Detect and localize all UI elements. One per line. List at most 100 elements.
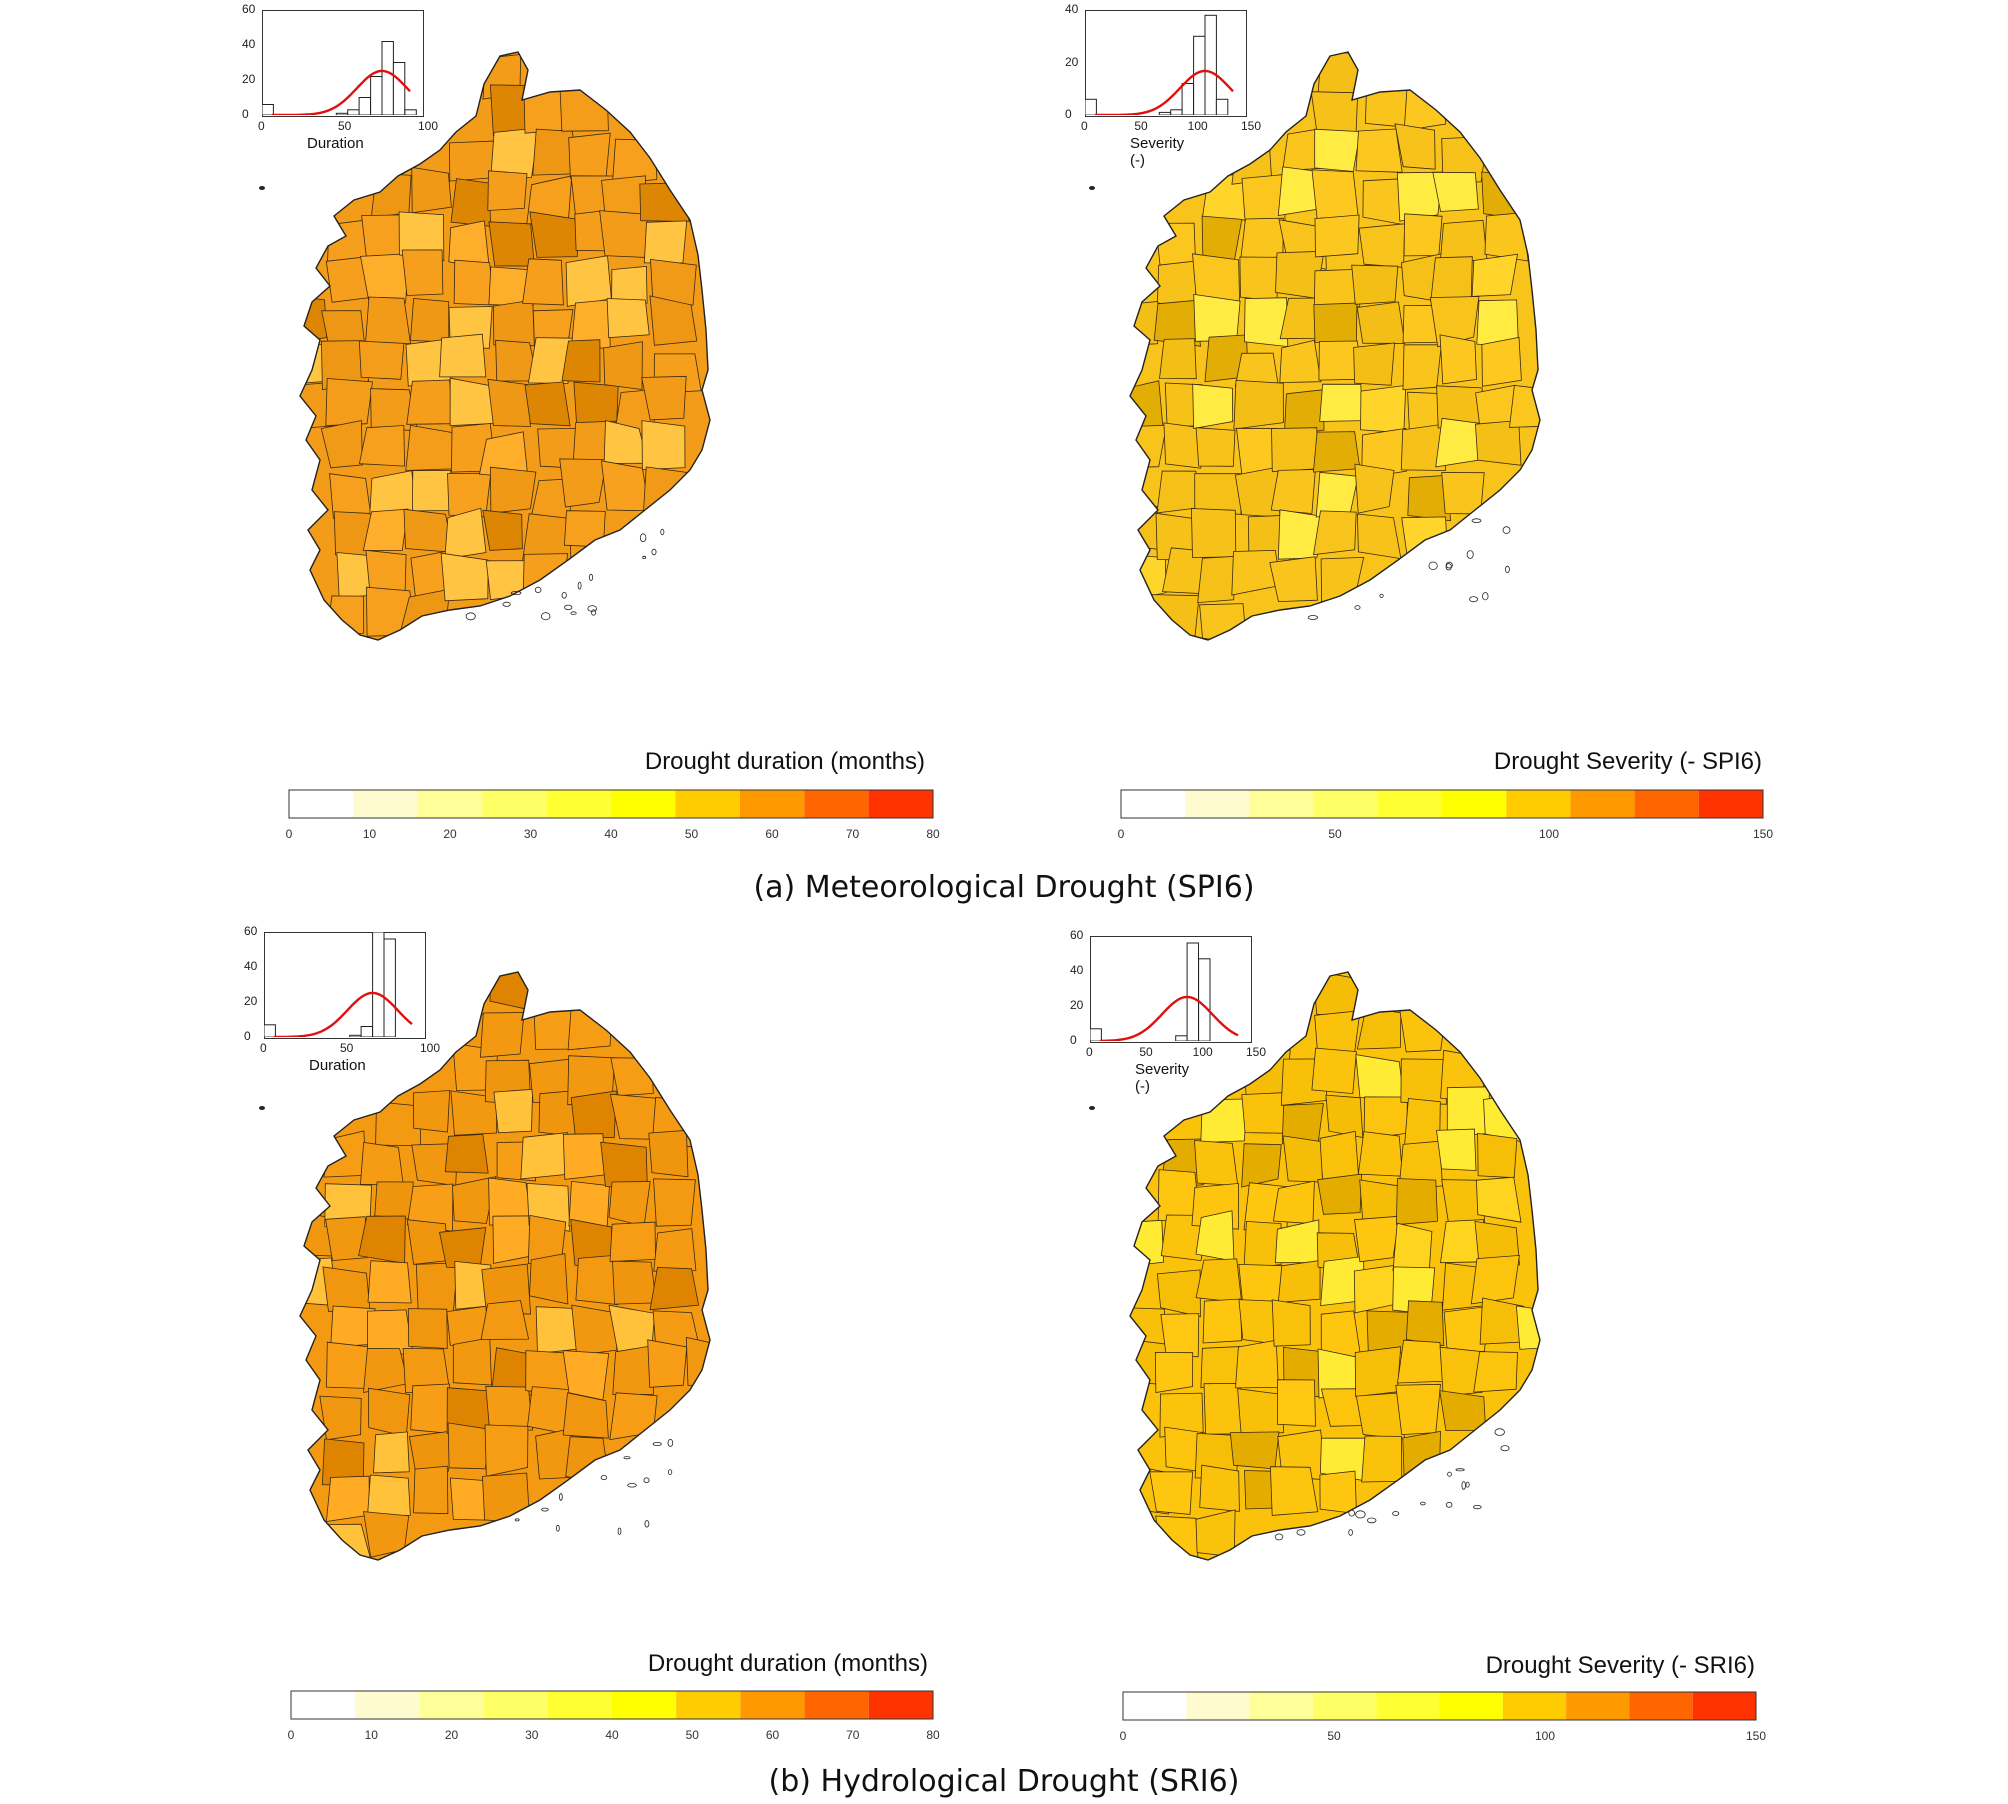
district-region (1404, 1098, 1441, 1148)
colorbar-tick-label: 50 (684, 827, 699, 841)
island (1469, 596, 1479, 603)
island (1471, 518, 1482, 524)
district-region (1353, 1264, 1397, 1314)
colorbar-segment (739, 790, 805, 818)
district-region (575, 1255, 619, 1306)
inset-xtick: 100 (418, 119, 439, 133)
district-region (1473, 1351, 1518, 1393)
inset-xtick: 100 (420, 1041, 441, 1055)
histogram-bar (1170, 109, 1183, 115)
district-region (1443, 1305, 1489, 1354)
district-region (1357, 1131, 1404, 1177)
island (1367, 1517, 1377, 1524)
district-region (488, 221, 535, 267)
district-region (522, 258, 564, 306)
district-region (1270, 469, 1316, 514)
choropleth-map (259, 971, 711, 1561)
legend-title: Drought Severity (- SRI6) (1485, 1652, 1755, 1679)
district-region (1361, 1435, 1403, 1483)
district-region (1392, 1222, 1433, 1272)
district-region (412, 1090, 451, 1133)
district-region (1354, 1346, 1402, 1398)
colorbar-tick-label: 30 (523, 827, 538, 841)
district-region (320, 340, 370, 391)
island (1089, 186, 1095, 190)
district-region (1515, 1305, 1540, 1350)
district-region (1471, 253, 1518, 297)
histogram-bar (1181, 83, 1194, 115)
district-region (1314, 128, 1361, 172)
colorbar-border (290, 1690, 934, 1720)
district-region (1311, 169, 1359, 219)
district-region (649, 295, 698, 346)
district-region (1229, 1431, 1280, 1470)
choropleth-map (1089, 971, 1541, 1561)
district-region (1156, 1269, 1201, 1318)
island (514, 1518, 520, 1522)
island (623, 1456, 631, 1460)
district-region (1325, 1094, 1364, 1138)
colorbar-segment (547, 1691, 612, 1719)
district-region (1241, 1092, 1286, 1134)
district-region (489, 972, 530, 1011)
district-region (603, 341, 643, 390)
district-region (1279, 339, 1322, 384)
normal-fit-curve (272, 69, 411, 115)
district-region (410, 298, 450, 343)
district-region (1405, 1300, 1445, 1347)
district-region (493, 299, 535, 347)
histogram-bar (1215, 98, 1229, 115)
island (1089, 1106, 1095, 1110)
colorbar-segment (1377, 790, 1442, 818)
colorbar-segment (1442, 790, 1507, 818)
histogram-bar (1193, 35, 1206, 115)
inset-xtick: 100 (1187, 119, 1208, 133)
district-region (444, 507, 487, 560)
district-region (562, 1350, 610, 1401)
island (556, 1524, 560, 1532)
colorbar-segment (482, 790, 547, 818)
district-region (1355, 128, 1403, 173)
district-region (609, 1392, 658, 1441)
colorbar-tick-label: 80 (926, 827, 940, 841)
island (1354, 605, 1361, 610)
district-region (1481, 171, 1525, 221)
island (651, 548, 657, 556)
histogram-bar (360, 1026, 373, 1037)
district-region (487, 378, 531, 427)
island (1428, 561, 1438, 570)
island (643, 1477, 650, 1483)
district-region (1402, 344, 1442, 391)
district-region (300, 294, 328, 344)
colorbar-segment (1698, 790, 1763, 818)
colorbar-tick-label: 10 (362, 827, 377, 841)
histogram-bar (358, 97, 371, 115)
district-region (527, 337, 575, 384)
colorbar-tick-label: 20 (443, 827, 457, 841)
caption-meteorological: (a) Meteorological Drought (SPI6) (753, 870, 1255, 905)
district-region (648, 1129, 689, 1178)
island (561, 591, 567, 599)
colorbar-segment (289, 790, 354, 818)
district-region (571, 1304, 618, 1356)
district-region (1277, 1260, 1321, 1303)
island (564, 604, 573, 611)
legend-title: Drought duration (months) (644, 748, 925, 775)
colorbar-segment (1186, 1692, 1250, 1720)
district-region (1159, 1392, 1204, 1438)
district-region (367, 1260, 412, 1304)
district-region (1477, 1132, 1518, 1179)
island (1307, 615, 1319, 620)
district-region (320, 420, 363, 469)
district-region (480, 1300, 530, 1340)
choropleth-map (1089, 51, 1541, 641)
inset-ytick: 40 (244, 959, 258, 973)
district-region (529, 211, 579, 258)
island (559, 1493, 563, 1501)
district-region (639, 182, 690, 222)
inset-xtick: 0 (1081, 119, 1088, 133)
colorbar-segment (611, 790, 676, 818)
island (667, 1438, 674, 1447)
district-region (1395, 1178, 1438, 1226)
district-region (1192, 253, 1241, 303)
